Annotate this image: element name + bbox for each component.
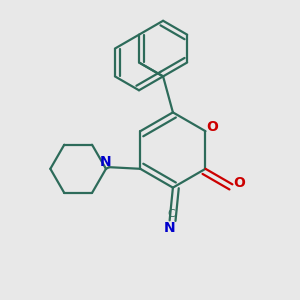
Text: O: O bbox=[234, 176, 245, 190]
Text: C: C bbox=[167, 209, 175, 219]
Text: N: N bbox=[100, 155, 111, 169]
Text: N: N bbox=[164, 220, 176, 235]
Text: O: O bbox=[207, 120, 219, 134]
